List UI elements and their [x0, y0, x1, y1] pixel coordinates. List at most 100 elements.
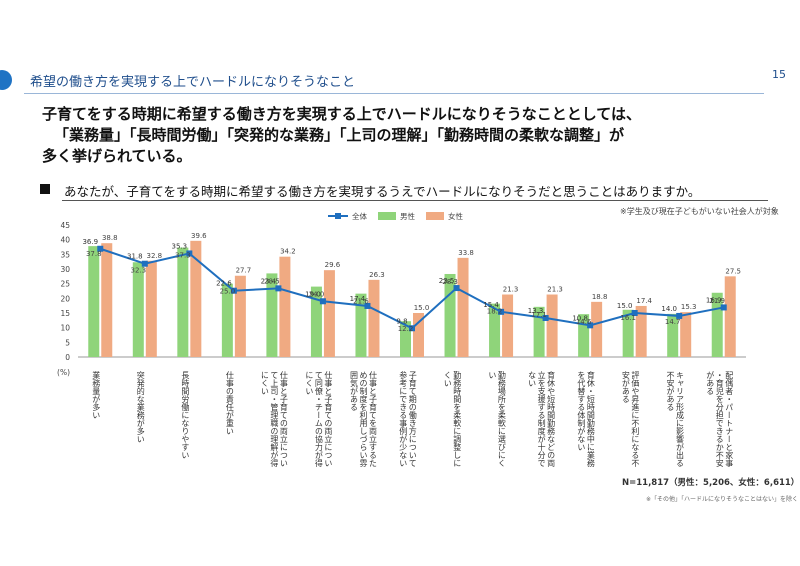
category-label-column: 子育て期の働き方について — [408, 371, 417, 467]
bar-male — [622, 309, 634, 357]
category-label-column: い — [488, 371, 497, 379]
label-total: 17.4 — [350, 295, 366, 303]
category-label-column: 不安がある — [666, 371, 675, 411]
bar-male — [355, 293, 367, 357]
page-number: 15 — [772, 68, 786, 81]
y-tick-label: 45 — [60, 221, 70, 230]
legend-total-marker — [335, 213, 341, 219]
bar-female — [101, 243, 113, 357]
label-male: 18.2 — [487, 308, 503, 316]
total-point — [186, 250, 193, 257]
label-female: 27.7 — [236, 267, 252, 275]
bar-female — [323, 270, 335, 357]
chart-legend: 全体 男性 女性 — [328, 211, 463, 221]
label-female: 39.6 — [191, 232, 207, 240]
category-label-column: ・育児を分担できるか不安 — [715, 371, 724, 468]
label-female: 33.8 — [458, 249, 474, 257]
category-label-column: 囲気がある — [349, 371, 358, 411]
bar-male — [578, 314, 590, 357]
total-point — [409, 325, 415, 332]
category-label: 突発的な業務が多い — [136, 370, 145, 443]
label-female: 21.3 — [503, 286, 519, 294]
label-female: 17.4 — [636, 297, 652, 305]
label-total: 15.4 — [483, 301, 499, 309]
footnote: ※「その他」「ハードルになりそうなことはない」を除く — [646, 496, 799, 503]
label-total: 9.8 — [396, 317, 407, 325]
legend-male-swatch — [378, 212, 396, 220]
headline-line-3: 多く挙げられている。 — [42, 147, 192, 165]
target-note: ※学生及び現在子どもがいない社会人が対象 — [620, 207, 779, 216]
y-tick-label: 20 — [60, 294, 70, 303]
label-male: 21.6 — [353, 298, 369, 306]
bar-male — [132, 262, 144, 357]
label-male: 28.5 — [264, 277, 280, 285]
total-point — [364, 302, 371, 309]
label-total: 10.8 — [572, 314, 588, 322]
category-label-column: 評価や昇進に不利になる不 — [631, 370, 640, 468]
bar-female — [502, 294, 514, 357]
label-male: 28.3 — [442, 278, 458, 286]
y-tick-label: 35 — [60, 250, 70, 259]
bar-female — [368, 279, 380, 357]
section-title: 希望の働き方を実現する上でハードルになりそうなこと — [30, 75, 356, 90]
category-labels: 業務量が多い 突発的な業務が多い 長時間労働になりやすい 仕事の責任が重い 仕事と子育て… — [92, 370, 734, 468]
bar-male — [266, 273, 278, 357]
label-total: 35.3 — [172, 242, 188, 250]
y-axis: 0 5 10 15 20 25 30 35 40 45 (%) — [57, 221, 746, 377]
bars — [88, 240, 736, 357]
y-tick-label: 25 — [60, 280, 70, 289]
category-label-column: ない — [528, 371, 537, 387]
section-tab — [0, 70, 12, 90]
category-label-column: めの制度を利用しづらい雰 — [359, 371, 368, 468]
category-label: 仕事の責任が重い — [225, 370, 234, 435]
category-label-column: 突発的な業務が多い — [136, 370, 145, 443]
label-male: 37.8 — [86, 250, 102, 258]
category-label-column: 配偶者・パートナーと家事 — [725, 371, 734, 467]
label-total: 13.3 — [528, 307, 544, 315]
label-female: 21.3 — [547, 286, 563, 294]
total-point — [141, 260, 148, 267]
y-unit-label: (%) — [57, 368, 70, 377]
category-label-column: にくい — [260, 371, 269, 395]
category-label-column: 勤務場所を柔軟に選びにく — [497, 370, 506, 467]
total-point — [275, 285, 282, 292]
bar-female — [145, 260, 157, 357]
bar-female — [546, 294, 558, 357]
category-label-column: 参考にできる事例が少ない — [399, 370, 408, 467]
label-total: 19.0 — [305, 290, 321, 298]
bar-female — [680, 312, 692, 357]
y-tick-label: 0 — [65, 353, 70, 362]
category-label-column: を代替する体制がない — [577, 371, 586, 451]
label-total: 36.9 — [82, 238, 98, 246]
y-tick-label: 5 — [65, 338, 70, 347]
question-text: あなたが、子育てをする時期に希望する働き方を実現するうえでハードルになりそうだと… — [64, 184, 701, 199]
legend-male-label: 男性 — [400, 211, 415, 221]
label-male: 14.7 — [665, 318, 681, 326]
category-label-column: て同僚・チームの協力が得 — [314, 371, 323, 467]
total-point — [631, 310, 638, 316]
category-label: 長時間労働になりやすい — [181, 371, 190, 459]
bar-female — [279, 256, 291, 357]
category-label-column: 仕事と子育ての両立につい — [324, 370, 333, 467]
bar-female — [413, 313, 424, 357]
category-label-column: 育休や短時間勤務などの両 — [547, 370, 556, 468]
total-point — [498, 308, 505, 315]
total-point — [587, 322, 594, 329]
category-label-column: 安がある — [621, 370, 630, 403]
total-point — [453, 285, 460, 292]
headline-line-2: 「業務量」「長時間労働」「突発的な業務」「上司の理解」「勤務時間の柔軟な調整」が — [54, 126, 625, 144]
total-line — [97, 245, 727, 332]
legend-female-swatch — [426, 212, 444, 220]
label-total: 16.9 — [706, 296, 722, 304]
category-label-column: 長時間労働になりやすい — [181, 371, 190, 459]
data-labels: 37.838.8 32.332.8 37.3 39.6 25.0 27.7 28.5 34.2… — [82, 232, 741, 333]
total-point — [319, 298, 326, 305]
label-male: 24.0 — [309, 291, 325, 299]
